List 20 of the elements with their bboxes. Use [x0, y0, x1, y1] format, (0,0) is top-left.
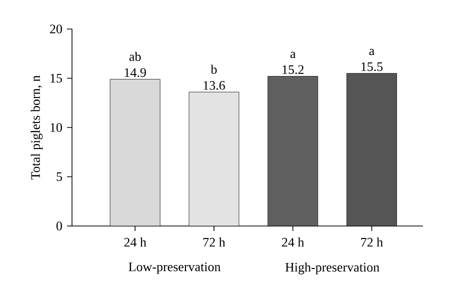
annotation: a — [290, 52, 296, 58]
data-label: 15.5 — [361, 62, 383, 72]
x-tick-label: 24 h — [124, 238, 146, 247]
y-tick-label: 0 — [56, 222, 62, 230]
annotation: ab — [129, 52, 141, 62]
annotation: a — [369, 48, 374, 56]
y-axis-title: Total piglets born, n — [30, 75, 43, 180]
x-tick-label: 24 h — [282, 238, 304, 247]
y-tick-label: 10 — [50, 123, 62, 132]
data-label: 13.6 — [204, 81, 225, 90]
data-label: 14.9 — [124, 68, 146, 78]
x-tick-label: 72 h — [203, 238, 226, 247]
text: High-preservation — [285, 262, 380, 274]
data-label: 15.2 — [282, 65, 304, 74]
y-tick-label: 20 — [50, 24, 62, 34]
text: Low-preservation — [128, 262, 221, 274]
y-tick-label: 15 — [50, 74, 62, 83]
x-tick-label: 72 h — [361, 238, 383, 247]
y-tick-label: 5 — [56, 172, 62, 182]
annotation: b — [210, 64, 217, 74]
